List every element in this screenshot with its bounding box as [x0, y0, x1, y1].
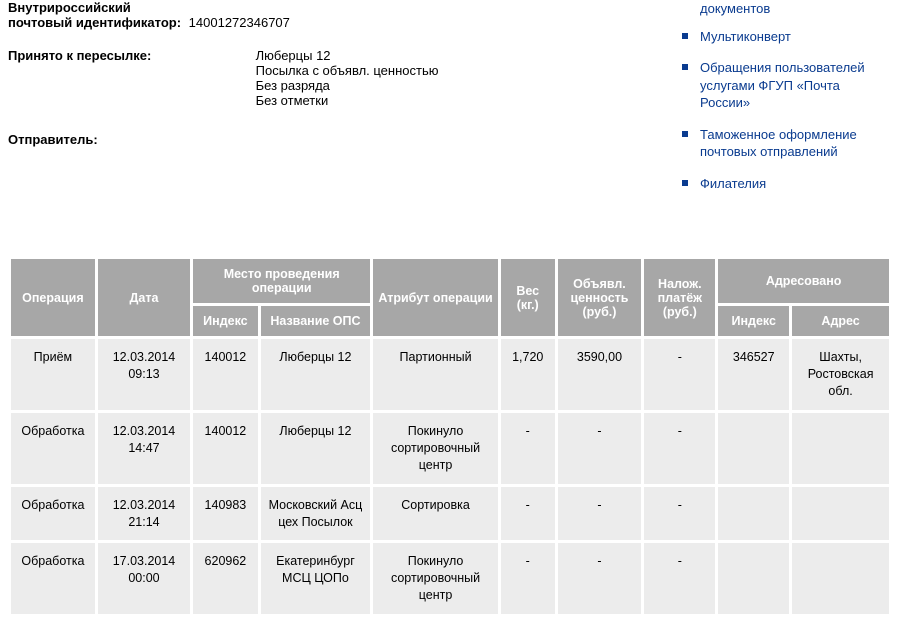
table-row: Обработка12.03.2014 21:14140983Московски… — [11, 487, 889, 541]
accepted-label: Принято к пересылке: — [8, 48, 248, 63]
operations-table: Операция Дата Место проведения операции … — [8, 256, 892, 617]
cell-aidx — [718, 413, 789, 484]
accepted-row: Принято к пересылке: Люберцы 12 Посылка … — [8, 48, 682, 108]
sender-label: Отправитель: — [8, 132, 98, 147]
cell-ops: Екатеринбург МСЦ ЦОПо — [261, 543, 371, 614]
cell-weight: 1,720 — [501, 339, 555, 410]
cell-cod: - — [644, 543, 715, 614]
cell-cod: - — [644, 487, 715, 541]
cell-cod: - — [644, 413, 715, 484]
cell-aidx — [718, 487, 789, 541]
tracking-id-label-l2: почтовый идентификатор: — [8, 15, 181, 30]
bullet-icon — [682, 64, 688, 70]
top-area: Внутрироссийский почтовый идентификатор:… — [8, 0, 892, 206]
cell-weight: - — [501, 543, 555, 614]
th-attr: Атрибут операции — [373, 259, 498, 336]
sidebar-item: документов — [700, 0, 892, 18]
th-date: Дата — [98, 259, 190, 336]
accepted-line: Посылка с объявл. ценностью — [256, 63, 439, 78]
cell-weight: - — [501, 413, 555, 484]
bullet-icon — [682, 180, 688, 186]
th-addr-index: Индекс — [718, 306, 789, 336]
cell-attr: Партионный — [373, 339, 498, 410]
th-cod: Налож. платёж (руб.) — [644, 259, 715, 336]
cell-declared: - — [558, 413, 642, 484]
th-place-group: Место проведения операции — [193, 259, 370, 303]
cell-op: Обработка — [11, 543, 95, 614]
cell-attr: Покинуло сортировочный центр — [373, 543, 498, 614]
sender-row: Отправитель: — [8, 132, 682, 147]
sidebar-item: Таможенное оформление почтовых отправлен… — [682, 126, 892, 161]
sidebar-item: Филателия — [682, 175, 892, 193]
sidebar-link-philately[interactable]: Филателия — [700, 175, 766, 193]
tracking-id-value: 14001272346707 — [189, 15, 290, 30]
th-addressed-group: Адресовано — [718, 259, 889, 303]
tracking-id-label: Внутрироссийский почтовый идентификатор:… — [8, 0, 290, 30]
table-row: Приём12.03.2014 09:13140012Люберцы 12Пар… — [11, 339, 889, 410]
th-place-index: Индекс — [193, 306, 257, 336]
cell-addr — [792, 487, 889, 541]
th-declared: Объявл. ценность (руб.) — [558, 259, 642, 336]
cell-ops: Люберцы 12 — [261, 413, 371, 484]
table-row: Обработка17.03.2014 00:00620962Екатеринб… — [11, 543, 889, 614]
tracking-id-row: Внутрироссийский почтовый идентификатор:… — [8, 0, 682, 30]
bullet-icon — [682, 131, 688, 137]
sidebar-item: Мультиконверт — [682, 28, 892, 46]
cell-declared: - — [558, 543, 642, 614]
cell-addr — [792, 543, 889, 614]
accepted-value: Люберцы 12 Посылка с объявл. ценностью Б… — [256, 48, 439, 108]
th-operation: Операция — [11, 259, 95, 336]
sidebar-link-customs[interactable]: Таможенное оформление почтовых отправлен… — [700, 126, 892, 161]
cell-attr: Сортировка — [373, 487, 498, 541]
accepted-line: Люберцы 12 — [256, 48, 331, 63]
cell-ops: Московский Асц цех Посылок — [261, 487, 371, 541]
cell-aidx — [718, 543, 789, 614]
cell-date: 12.03.2014 09:13 — [98, 339, 190, 410]
table-row: Обработка12.03.2014 14:47140012Люберцы 1… — [11, 413, 889, 484]
accepted-line: Без отметки — [256, 93, 329, 108]
th-place-name: Название ОПС — [261, 306, 371, 336]
cell-date: 17.03.2014 00:00 — [98, 543, 190, 614]
accepted-line: Без разряда — [256, 78, 330, 93]
sidebar-link-multikonvert[interactable]: Мультиконверт — [700, 28, 791, 46]
table-body: Приём12.03.2014 09:13140012Люберцы 12Пар… — [11, 339, 889, 614]
cell-attr: Покинуло сортировочный центр — [373, 413, 498, 484]
cell-addr — [792, 413, 889, 484]
cell-idx: 140012 — [193, 413, 257, 484]
sidebar-item: Обращения пользователей услугами ФГУП «П… — [682, 59, 892, 112]
cell-ops: Люберцы 12 — [261, 339, 371, 410]
cell-weight: - — [501, 487, 555, 541]
cell-date: 12.03.2014 14:47 — [98, 413, 190, 484]
cell-cod: - — [644, 339, 715, 410]
cell-aidx: 346527 — [718, 339, 789, 410]
cell-op: Приём — [11, 339, 95, 410]
cell-declared: - — [558, 487, 642, 541]
th-weight: Вес (кг.) — [501, 259, 555, 336]
sidebar-link-documents[interactable]: документов — [700, 0, 770, 18]
sidebar-link-appeals[interactable]: Обращения пользователей услугами ФГУП «П… — [700, 59, 892, 112]
tracking-id-label-l1: Внутрироссийский — [8, 0, 131, 15]
cell-date: 12.03.2014 21:14 — [98, 487, 190, 541]
cell-idx: 140012 — [193, 339, 257, 410]
bullet-icon — [682, 33, 688, 39]
th-addr-addr: Адрес — [792, 306, 889, 336]
cell-idx: 140983 — [193, 487, 257, 541]
sidebar-links: документов Мультиконверт Обращения польз… — [682, 0, 892, 206]
info-block: Внутрироссийский почтовый идентификатор:… — [8, 0, 682, 153]
cell-idx: 620962 — [193, 543, 257, 614]
table-head: Операция Дата Место проведения операции … — [11, 259, 889, 336]
cell-declared: 3590,00 — [558, 339, 642, 410]
cell-addr: Шахты, Ростовская обл. — [792, 339, 889, 410]
cell-op: Обработка — [11, 413, 95, 484]
cell-op: Обработка — [11, 487, 95, 541]
